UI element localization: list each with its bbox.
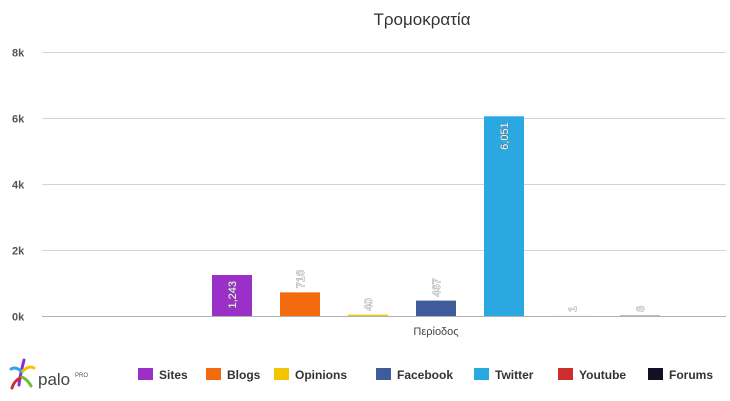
palo-logo-sup: PRO bbox=[75, 373, 88, 379]
legend-item-youtube[interactable]: Youtube bbox=[558, 368, 626, 382]
legend-label: Sites bbox=[159, 368, 188, 382]
legend-swatch bbox=[274, 368, 289, 380]
legend-item-facebook[interactable]: Facebook bbox=[376, 368, 453, 382]
bar-facebook bbox=[416, 300, 456, 316]
value-label-facebook: 467 bbox=[431, 278, 443, 296]
legend-label: Blogs bbox=[227, 368, 261, 382]
y-tick-label: 8k bbox=[12, 48, 25, 60]
bar-sites bbox=[212, 274, 252, 316]
legend-label: Facebook bbox=[397, 368, 453, 382]
y-axis-ticks: 0k 2k 4k 6k 8k bbox=[12, 48, 25, 324]
value-label-opinions: 40 bbox=[363, 298, 375, 310]
bar-twitter bbox=[484, 116, 524, 316]
legend-swatch bbox=[206, 368, 221, 380]
legend-label: Twitter bbox=[495, 368, 534, 382]
legend-item-sites[interactable]: Sites bbox=[138, 368, 188, 382]
value-label-forums: 8 bbox=[635, 306, 647, 312]
legend-label: Forums bbox=[669, 368, 713, 382]
legend-swatch bbox=[558, 368, 573, 380]
legend-item-forums[interactable]: Forums bbox=[648, 368, 713, 382]
y-tick-label: 2k bbox=[12, 246, 25, 258]
palo-logo: palo PRO bbox=[9, 358, 88, 390]
bar-blogs bbox=[280, 292, 320, 316]
value-label-blogs: 716 bbox=[295, 270, 307, 288]
chart-grid bbox=[42, 52, 726, 317]
legend-item-twitter[interactable]: Twitter bbox=[474, 368, 534, 382]
chart-title: Τρομοκρατία bbox=[373, 10, 470, 29]
legend-swatch bbox=[474, 368, 489, 380]
legend-swatch bbox=[376, 368, 391, 380]
bar-opinions bbox=[348, 314, 388, 316]
legend-item-blogs[interactable]: Blogs bbox=[206, 368, 261, 382]
value-label-youtube: 1 bbox=[567, 306, 579, 312]
x-axis-label: Περίοδος bbox=[413, 326, 458, 338]
legend-label: Youtube bbox=[579, 368, 626, 382]
y-tick-label: 0k bbox=[12, 312, 25, 324]
y-tick-label: 4k bbox=[12, 180, 25, 192]
legend-label: Opinions bbox=[295, 368, 347, 382]
value-label-sites: 1,243 bbox=[227, 281, 239, 309]
palo-logo-text: palo bbox=[38, 370, 70, 389]
chart-value-labels: 1,243 716 40 467 6,051 1 8 bbox=[227, 122, 648, 312]
legend-item-opinions[interactable]: Opinions bbox=[274, 368, 347, 382]
y-tick-label: 6k bbox=[12, 114, 25, 126]
palo-logo-icon bbox=[9, 358, 36, 390]
chart-bars bbox=[212, 116, 660, 316]
legend-swatch bbox=[138, 368, 153, 380]
value-label-twitter: 6,051 bbox=[499, 122, 511, 150]
chart-legend: Sites Blogs Opinions Facebook Twitter Youtube… bbox=[138, 368, 713, 382]
legend-swatch bbox=[648, 368, 663, 380]
